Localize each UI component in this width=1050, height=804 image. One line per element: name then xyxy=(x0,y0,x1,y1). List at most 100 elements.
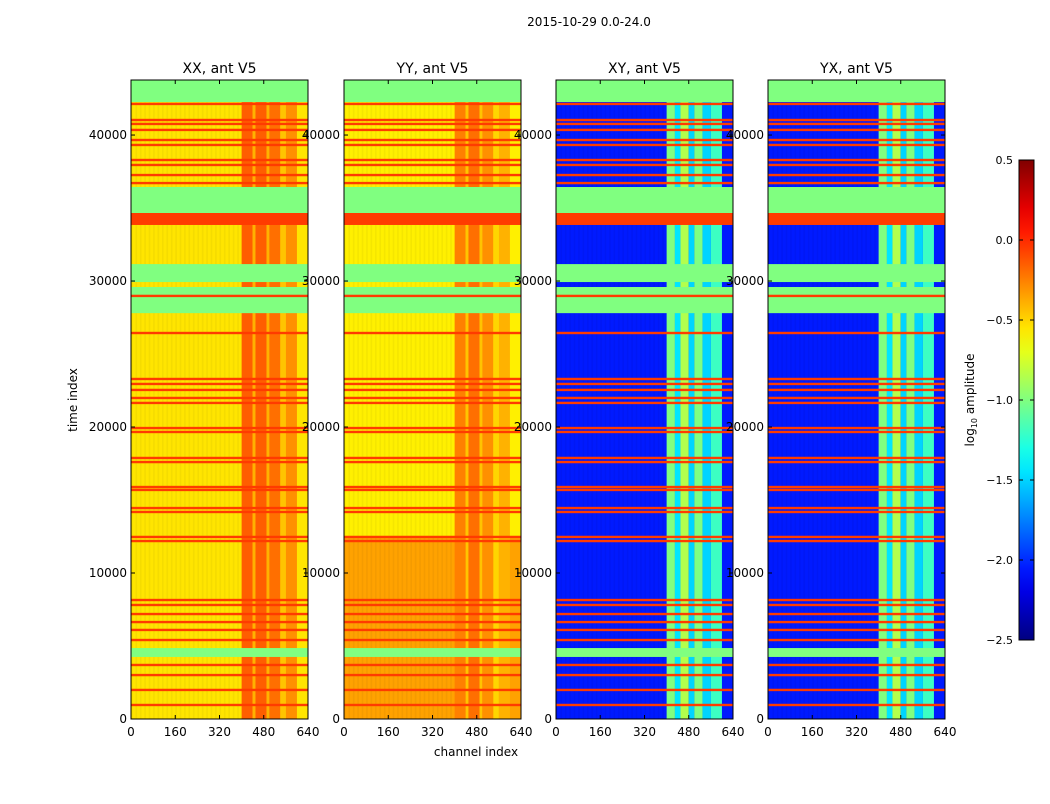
heatmap-red-line xyxy=(556,456,733,460)
heatmap-hot-column xyxy=(255,80,267,719)
heatmap-stripe xyxy=(617,80,620,719)
heatmap-hot-column xyxy=(482,80,494,719)
heatmap-red-line xyxy=(131,703,308,707)
heatmap-red-line xyxy=(556,688,733,692)
y-tick-label: 20000 xyxy=(514,420,552,434)
heatmap-stripe xyxy=(361,80,364,719)
heatmap-stripe xyxy=(843,80,845,719)
heatmap-stripe xyxy=(357,80,359,719)
heatmap-red-line xyxy=(344,401,521,405)
heatmap-red-line xyxy=(344,535,521,539)
heatmap-red-band xyxy=(556,212,733,225)
heatmap-stripe xyxy=(604,80,607,719)
heatmap-flagged-band xyxy=(768,287,945,314)
heatmap-red-line xyxy=(344,143,521,147)
x-tick-label: 160 xyxy=(377,725,400,739)
heatmap-red-line xyxy=(556,138,733,142)
heatmap-red-line xyxy=(344,456,521,460)
heatmap-stripe xyxy=(613,80,616,719)
heatmap-red-line xyxy=(344,598,521,602)
panel-title: XY, ant V5 xyxy=(608,61,681,77)
heatmap-panels: XX, ant V5 0 160 320 480 640 0 10000 20000 30000 4… xyxy=(89,61,957,739)
heatmap-red-line xyxy=(344,506,521,510)
heatmap-red-line xyxy=(556,460,733,464)
heatmap-red-line xyxy=(556,430,733,434)
heatmap-hot-column xyxy=(493,80,499,719)
heatmap-panel: XY, ant V5 0 160 320 480 640 0 10000 20000 30000 4… xyxy=(514,61,745,739)
heatmap-stripe xyxy=(631,80,633,719)
heatmap-stripe xyxy=(179,80,182,719)
heatmap-stripe xyxy=(586,80,589,719)
heatmap-panel: YY, ant V5 0 160 320 480 640 0 10000 20000 30000 4… xyxy=(302,61,533,739)
y-tick-label: 40000 xyxy=(89,128,127,142)
heatmap-flagged-band xyxy=(344,648,521,657)
heatmap-stripe xyxy=(812,80,814,719)
heatmap-red-line xyxy=(344,485,521,489)
heatmap-stripe xyxy=(170,80,173,719)
heatmap-red-line xyxy=(768,377,945,381)
heatmap-flagged-band xyxy=(131,80,308,103)
heatmap-red-line xyxy=(131,138,308,142)
heatmap-stripe xyxy=(821,80,823,719)
heatmap-stripe xyxy=(865,80,868,719)
heatmap-red-line xyxy=(556,485,733,489)
heatmap-stripe xyxy=(428,80,430,719)
heatmap-red-line xyxy=(768,102,945,106)
heatmap-flagged-band xyxy=(556,80,733,103)
y-tick-label: 0 xyxy=(332,712,340,726)
heatmap-hot-column xyxy=(269,80,281,719)
x-tick-label: 480 xyxy=(252,725,275,739)
heatmap-red-line xyxy=(131,122,308,126)
heatmap-red-line xyxy=(556,510,733,514)
heatmap-stripe xyxy=(405,80,408,719)
heatmap-red-line xyxy=(768,181,945,185)
heatmap-stripe xyxy=(626,80,629,719)
heatmap-red-line xyxy=(768,382,945,386)
heatmap-stripe xyxy=(450,80,452,719)
heatmap-red-line xyxy=(131,382,308,386)
heatmap-red-line xyxy=(768,688,945,692)
heatmap-red-line xyxy=(768,331,945,335)
heatmap-hot-column xyxy=(878,80,887,719)
heatmap-flagged-band xyxy=(344,187,521,213)
heatmap-red-line xyxy=(768,122,945,126)
y-tick-label: 20000 xyxy=(89,420,127,434)
x-tick-label: 640 xyxy=(934,725,957,739)
heatmap-red-band xyxy=(768,212,945,225)
heatmap-hot-column xyxy=(666,80,675,719)
heatmap-red-line xyxy=(556,620,733,624)
heatmap-stripe xyxy=(148,80,151,719)
heatmap-red-line xyxy=(131,396,308,400)
heatmap-red-line xyxy=(344,122,521,126)
heatmap-stripe xyxy=(869,80,872,719)
heatmap-flagged-band xyxy=(131,648,308,657)
heatmap-red-line xyxy=(344,396,521,400)
heatmap-hot-column xyxy=(674,80,681,719)
heatmap-red-line xyxy=(344,510,521,514)
heatmap-flagged-band xyxy=(556,287,733,314)
heatmap-stripe xyxy=(825,80,828,719)
x-tick-label: 0 xyxy=(764,725,772,739)
heatmap-stripe xyxy=(441,80,444,719)
heatmap-red-line xyxy=(131,401,308,405)
heatmap-stripe xyxy=(578,80,580,719)
heatmap-stripe xyxy=(135,80,138,719)
x-tick-label: 320 xyxy=(845,725,868,739)
heatmap-red-line xyxy=(768,460,945,464)
heatmap-red-line xyxy=(556,628,733,632)
heatmap-flagged-band xyxy=(556,264,733,283)
heatmap-red-line xyxy=(768,128,945,132)
heatmap-red-line xyxy=(131,426,308,430)
heatmap-stripe xyxy=(847,80,850,719)
heatmap-red-line xyxy=(131,143,308,147)
heatmap-red-line xyxy=(768,143,945,147)
heatmap-stripe xyxy=(785,80,788,719)
heatmap-hot-column xyxy=(468,80,480,719)
heatmap-red-line xyxy=(131,485,308,489)
heatmap-red-line xyxy=(556,163,733,167)
heatmap-red-line xyxy=(131,488,308,492)
heatmap-red-line xyxy=(768,396,945,400)
heatmap-hot-column xyxy=(914,80,923,719)
heatmap-red-line xyxy=(131,158,308,162)
